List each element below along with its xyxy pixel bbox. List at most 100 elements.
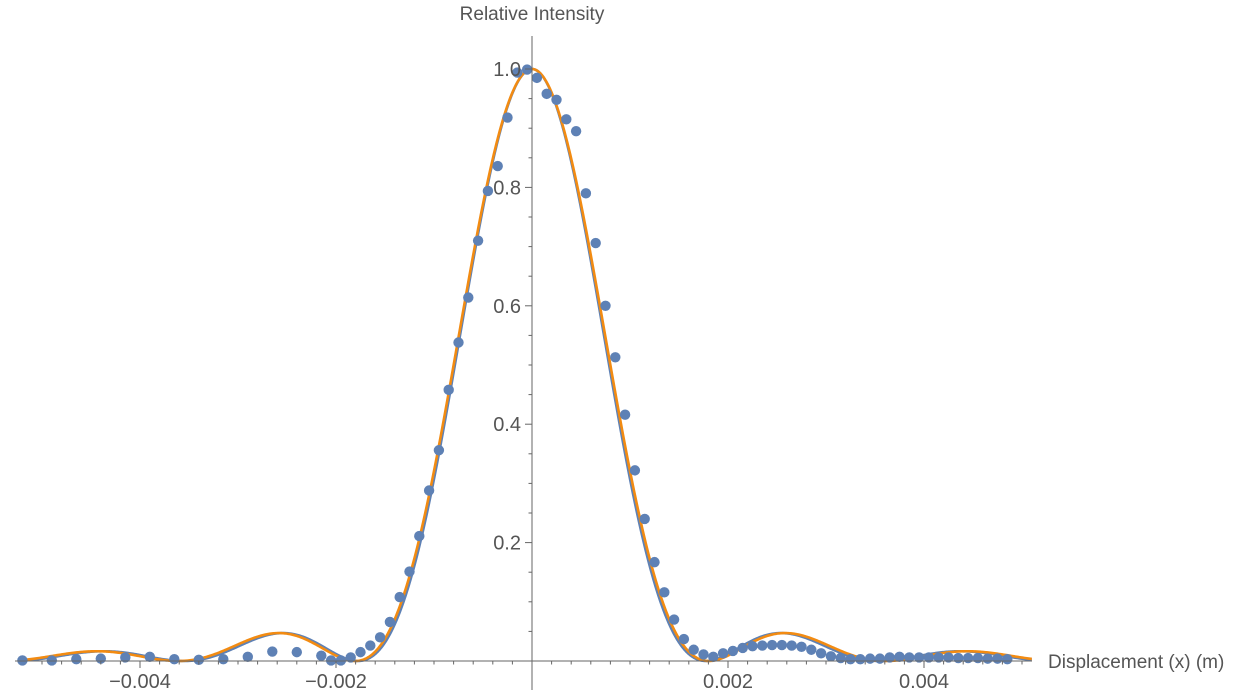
data-point: [864, 653, 876, 664]
data-point: [482, 185, 494, 197]
data-point: [698, 649, 709, 660]
data-point: [953, 652, 964, 664]
data-point: [394, 591, 405, 603]
fit-curve-2: [22, 67, 1033, 663]
data-point: [678, 633, 690, 645]
data-point: [933, 652, 944, 663]
data-point: [345, 652, 356, 663]
y-tick-label: 0.2: [493, 533, 521, 555]
y-tick-label: 0.6: [493, 296, 521, 318]
data-point: [884, 652, 895, 663]
data-point: [531, 72, 543, 84]
data-point: [325, 655, 337, 666]
x-tick-label: −0.002: [305, 671, 367, 693]
data-point: [335, 655, 347, 666]
data-point: [492, 160, 503, 172]
data-point: [316, 650, 327, 661]
data-point: [776, 639, 788, 651]
data-point: [786, 640, 797, 651]
data-point: [668, 614, 680, 625]
data-point: [120, 652, 131, 663]
axis-ticks: −0.004 −0.002 0.002 0.004 0.2 0.4 0.6 0.8 1.0: [41, 59, 1023, 693]
data-point: [580, 188, 592, 199]
fit-curve-1: [22, 67, 1033, 663]
y-tick-label: 0.4: [493, 414, 521, 436]
data-point: [717, 648, 729, 659]
y-tick-label: 1.0: [493, 59, 521, 81]
data-point: [737, 642, 748, 654]
x-tick-label: −0.004: [109, 671, 171, 693]
data-point: [894, 651, 905, 663]
data-point: [355, 646, 366, 658]
data-point: [982, 653, 993, 664]
data-point: [242, 651, 253, 663]
data-point: [639, 513, 650, 525]
data-point: [610, 352, 621, 363]
y-axis-title: Relative Intensity: [460, 4, 605, 25]
data-point: [796, 641, 807, 652]
data-point: [561, 114, 572, 125]
data-point: [551, 94, 562, 105]
data-point: [600, 300, 611, 311]
data-point: [629, 465, 641, 476]
x-tick-label: 0.004: [899, 671, 949, 693]
data-point: [384, 616, 396, 628]
data-point: [825, 651, 837, 662]
data-point: [815, 648, 827, 659]
data-point: [144, 651, 155, 663]
data-point: [806, 644, 817, 655]
data-point: [502, 112, 513, 123]
data-point: [766, 639, 778, 651]
data-point: [649, 556, 660, 568]
data-point: [904, 652, 915, 663]
data-points: [17, 64, 1013, 666]
data-point: [404, 566, 415, 577]
data-point: [708, 651, 719, 663]
axes: [15, 36, 1032, 690]
data-point: [521, 64, 533, 75]
data-point: [218, 654, 229, 665]
data-point: [757, 640, 768, 651]
data-point: [590, 237, 601, 249]
fit-curves: [22, 67, 1033, 663]
data-point: [619, 409, 631, 420]
data-point: [923, 652, 935, 663]
data-point: [472, 235, 484, 246]
data-point: [169, 654, 180, 665]
data-point: [845, 654, 856, 665]
data-point: [267, 646, 278, 657]
data-point: [874, 653, 886, 664]
data-point: [46, 655, 57, 666]
data-point: [453, 337, 464, 348]
data-point: [541, 88, 552, 100]
data-point: [291, 646, 302, 658]
data-point: [433, 445, 445, 456]
data-point: [365, 640, 376, 651]
data-point: [443, 384, 454, 396]
data-point: [374, 632, 386, 643]
data-point: [835, 652, 846, 664]
data-point: [463, 292, 474, 303]
data-point: [193, 654, 204, 666]
data-point: [423, 485, 435, 496]
data-point: [913, 652, 925, 663]
data-point: [1002, 654, 1013, 665]
data-point: [570, 125, 582, 137]
y-tick-label: 0.8: [493, 177, 521, 199]
data-point: [688, 644, 699, 655]
x-axis-title: Displacement (x) (m): [1048, 652, 1224, 673]
data-point: [17, 655, 28, 666]
data-point: [855, 654, 866, 665]
data-point: [747, 641, 758, 652]
data-point: [659, 587, 670, 598]
data-point: [512, 67, 523, 78]
data-point: [71, 654, 82, 665]
data-point: [414, 530, 425, 542]
x-tick-label: 0.002: [703, 671, 753, 693]
data-point: [727, 645, 739, 657]
data-point: [992, 653, 1003, 664]
data-point: [962, 652, 974, 664]
data-point: [972, 652, 984, 664]
data-point: [943, 652, 954, 663]
